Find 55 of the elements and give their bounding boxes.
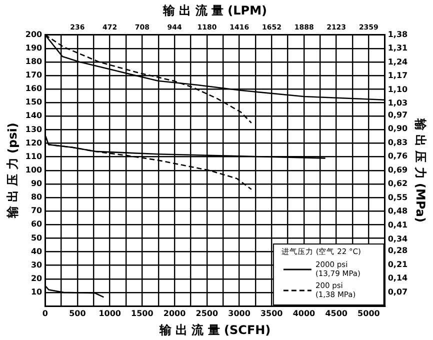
y-tick-label: 70 [30,206,43,216]
y2-tick-label: 0,28 [388,246,408,256]
y2-tick-label: 0,14 [388,274,408,283]
y2-tick-label: 0,48 [388,206,408,216]
x-tick-label: 5000 [358,308,380,318]
y2-tick-label: 0,90 [388,124,408,134]
y2-tick-label: 0,62 [388,179,408,188]
x-tick-label: 2500 [196,308,218,318]
x-tick-label: 1500 [131,308,154,318]
y-axis-title: 输 出 压 力 (psi) [5,122,20,220]
y-tick-label: 150 [25,98,43,107]
y-tick-label: 80 [30,192,43,202]
y2-tick-label: 0,76 [388,152,408,161]
y2-tick-label: 0,07 [388,287,408,296]
y-tick-label: 140 [25,111,43,120]
y-tick-label: 10 [30,288,43,297]
y-tick-label: 40 [30,246,43,256]
x-tick-label: 3500 [260,308,284,318]
y2-tick-label: 1,38 [388,30,408,39]
y-tick-label: 50 [30,233,43,242]
y-tick-label: 90 [30,179,43,188]
y-tick-label: 180 [25,57,43,66]
y2-tick-label: 1,03 [388,98,408,108]
y2-tick-label: 0,83 [388,138,408,147]
y-tick-label: 20 [30,274,43,283]
x-tick-label: 500 [69,308,86,318]
y-tick-label: 30 [30,260,43,270]
y2-axis-title: 输 出 压 力 (MPa) [414,117,428,222]
y2-tick-label: 0,41 [388,220,408,230]
y-tick-label: 120 [25,138,43,148]
y2-tick-label: 0,34 [388,234,408,244]
x-tick-label: 2000 [163,308,186,318]
x-tick-label: 4500 [325,308,348,318]
y2-tick-label: 0,21 [388,260,408,269]
y2-tick-label: 1,24 [388,57,408,66]
x-tick-label: 1000 [98,308,122,318]
y-tick-label: 170 [25,70,43,80]
y-tick-label: 130 [25,124,43,134]
y-tick-label: 60 [30,220,43,229]
y-tick-label: 110 [25,152,43,161]
x-tick-label: 4000 [292,308,316,318]
x-tick-label: 3000 [228,308,251,318]
y2-tick-label: 0,55 [388,192,408,202]
y-tick-label: 190 [25,43,43,52]
y-tick-label: 200 [25,30,43,39]
y2-tick-label: 1,17 [388,71,408,80]
y2-tick-label: 0,97 [388,110,408,120]
x-axis-title: 输 出 流 量 (SCFH) [158,322,271,337]
x-tick-label: 0 [42,308,48,318]
y-tick-label: 100 [25,165,43,174]
x2-axis-title: 输 出 流 量 (LPM) [162,3,268,18]
y2-tick-label: 0,69 [388,165,408,174]
y-tick-label: 160 [25,84,43,94]
y2-tick-label: 1,10 [388,84,408,94]
y2-tick-label: 1,31 [388,44,408,53]
